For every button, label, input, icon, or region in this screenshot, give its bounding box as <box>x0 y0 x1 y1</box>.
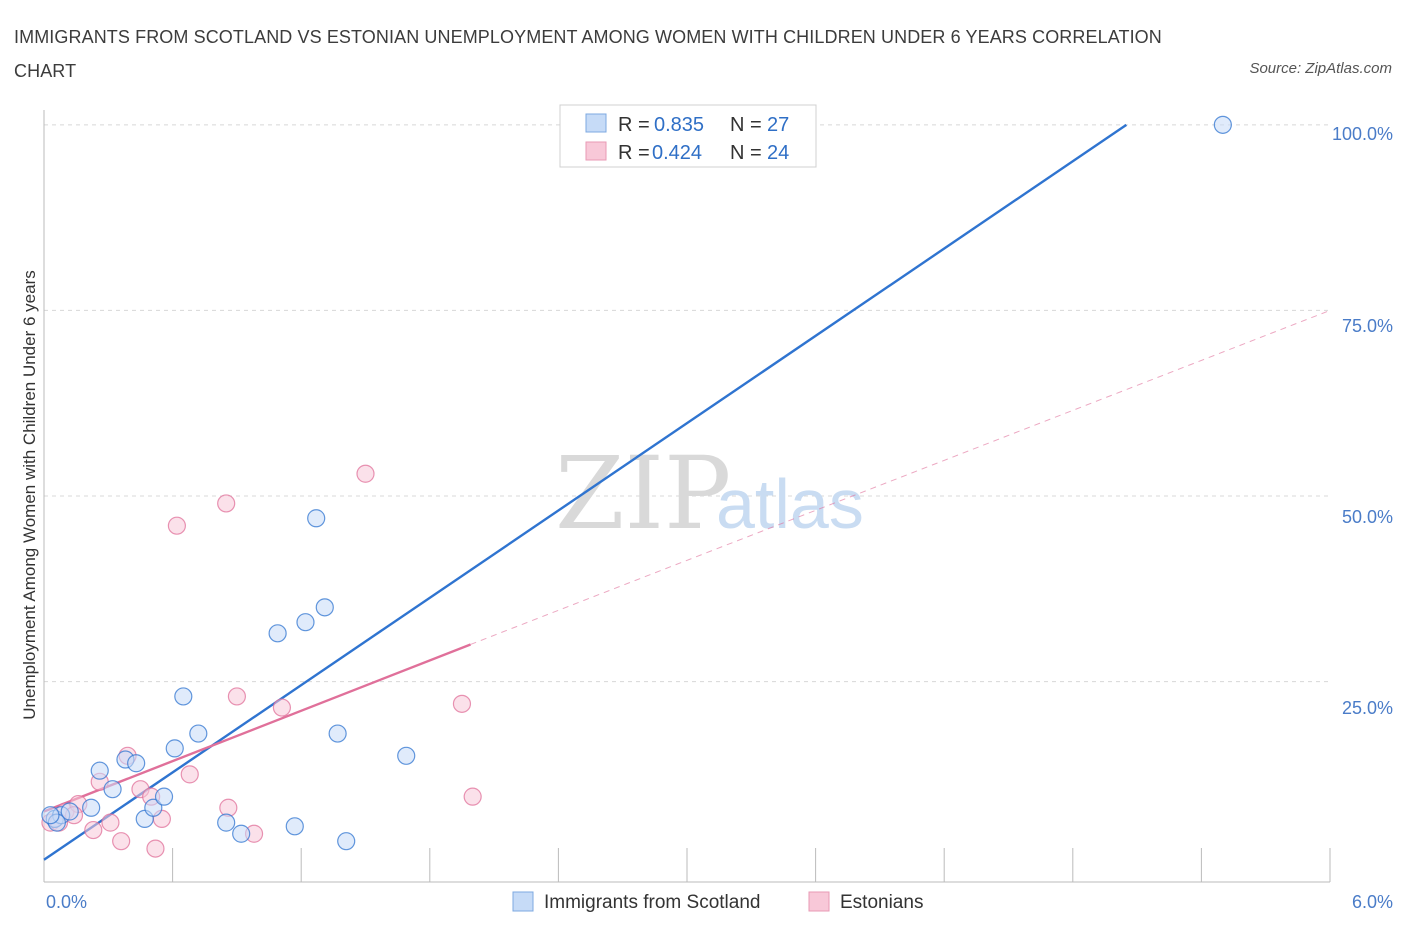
legend-swatch-blue <box>585 113 607 133</box>
data-point <box>217 813 236 832</box>
data-point <box>180 765 199 784</box>
x-ticks <box>172 848 1331 882</box>
x-tick-label-max: 6.0% <box>1352 892 1393 912</box>
series-legend-swatch-blue <box>512 891 534 912</box>
x-tick-label-min: 0.0% <box>46 892 87 912</box>
y-tick-label: 75.0% <box>1342 316 1393 336</box>
data-point <box>328 724 347 743</box>
legend-r-value: 0.835 <box>654 114 704 136</box>
data-point <box>41 806 60 825</box>
data-point <box>227 687 246 706</box>
data-point <box>397 746 416 765</box>
y-tick-label: 100.0% <box>1332 124 1393 144</box>
chart-title: IMMIGRANTS FROM SCOTLAND VS ESTONIAN UNE… <box>14 27 1162 81</box>
data-point <box>232 824 251 843</box>
data-point <box>452 694 472 713</box>
legend-r-label: R = <box>618 114 650 136</box>
data-point <box>60 802 79 821</box>
data-point <box>167 516 186 535</box>
data-point <box>217 494 236 513</box>
legend-n-label: N = <box>730 142 762 164</box>
grid-lines <box>44 124 1330 683</box>
legend-n-value: 24 <box>767 142 789 164</box>
y-tick-labels: 25.0% 50.0% 75.0% 100.0% <box>1332 124 1393 718</box>
data-point <box>296 613 315 632</box>
data-point <box>84 820 103 840</box>
series-legend-label: Estonians <box>840 892 923 913</box>
data-point <box>144 798 163 817</box>
data-point <box>174 687 193 706</box>
data-point <box>154 787 174 806</box>
data-point <box>285 817 304 836</box>
data-point <box>101 813 120 832</box>
series-legend-swatch-pink <box>808 891 830 912</box>
data-point <box>146 839 165 858</box>
legend-r-value: 0.424 <box>652 142 702 164</box>
data-points <box>41 115 1232 858</box>
data-point <box>1213 115 1232 134</box>
data-point <box>463 787 482 806</box>
data-point <box>82 798 101 817</box>
trend-line <box>43 123 1128 861</box>
y-tick-label: 50.0% <box>1342 507 1393 527</box>
y-axis-label: Unemployment Among Women with Children U… <box>20 270 39 719</box>
data-point <box>90 761 109 780</box>
data-point <box>189 724 208 743</box>
data-point <box>315 598 334 617</box>
legend-n-value: 27 <box>767 114 789 136</box>
legend-swatch-pink <box>585 141 607 161</box>
y-tick-label: 25.0% <box>1342 698 1393 718</box>
data-point <box>337 832 356 851</box>
legend-r-label: R = <box>618 142 650 164</box>
stats-legend: R = 0.835 N = 27 R = 0.424 N = 24 <box>559 104 817 168</box>
data-point <box>272 698 292 717</box>
series-legend-label: Immigrants from Scotland <box>544 892 760 913</box>
series-legend: Immigrants from Scotland Estonians <box>512 891 923 913</box>
data-point <box>356 464 375 483</box>
data-point <box>127 754 146 773</box>
data-point <box>268 624 287 643</box>
watermark-atlas: atlas <box>716 465 864 543</box>
data-point <box>165 739 184 758</box>
data-point <box>307 509 326 528</box>
data-point <box>103 780 122 799</box>
data-point <box>219 798 238 817</box>
data-point <box>112 832 131 851</box>
source-note: Source: ZipAtlas.com <box>1249 60 1392 77</box>
legend-n-label: N = <box>730 114 762 136</box>
